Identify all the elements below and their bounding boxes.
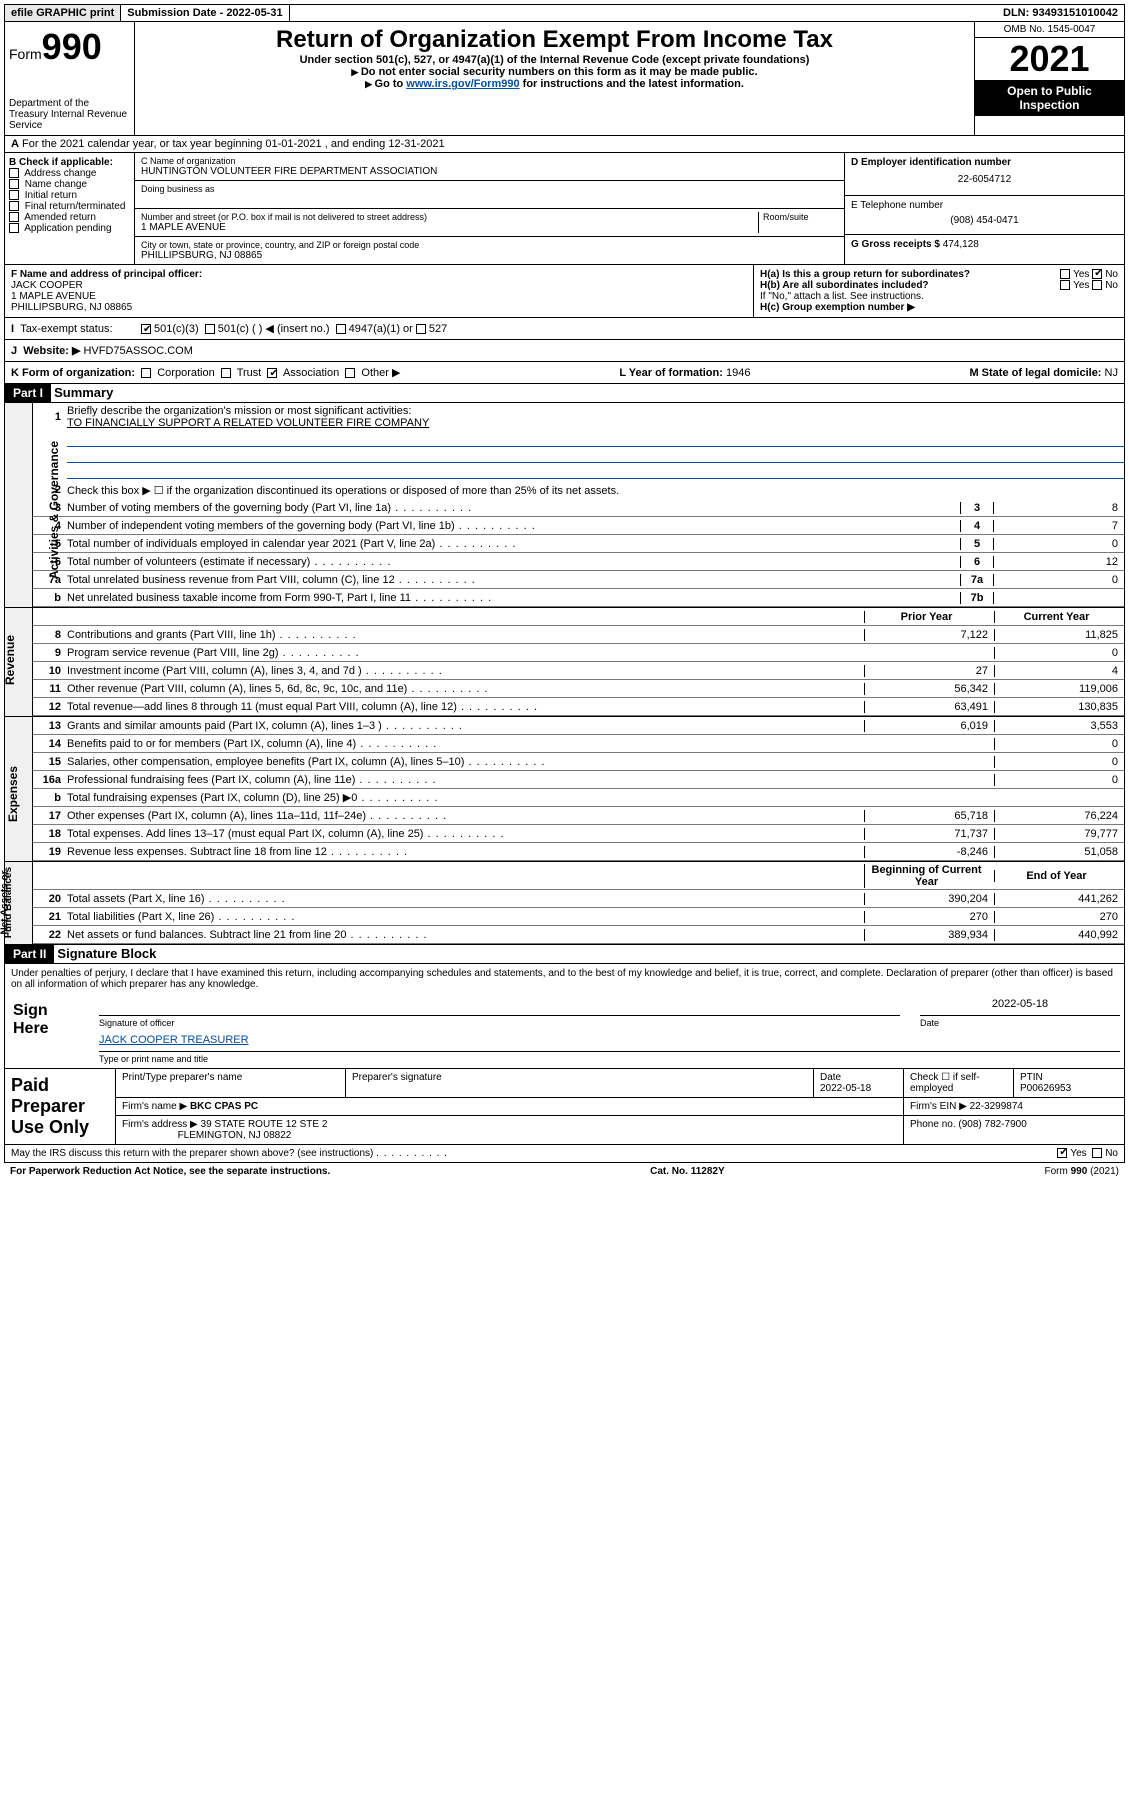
website-link[interactable]: HVFD75ASSOC.COM xyxy=(83,345,192,357)
street-address: 1 MAPLE AVENUE xyxy=(141,222,758,233)
box-de: D Employer identification number 22-6054… xyxy=(844,153,1124,264)
line-22: 22Net assets or fund balances. Subtract … xyxy=(33,926,1124,944)
row-fh: F Name and address of principal officer:… xyxy=(4,265,1125,318)
discuss-row: May the IRS discuss this return with the… xyxy=(4,1145,1125,1163)
line-10: 10Investment income (Part VIII, column (… xyxy=(33,662,1124,680)
subtitle-3: Go to www.irs.gov/Form990 for instructio… xyxy=(139,78,970,90)
line-9: 9Program service revenue (Part VIII, lin… xyxy=(33,644,1124,662)
checkbox-application-pending[interactable]: Application pending xyxy=(9,223,130,234)
officer-name: JACK COOPER xyxy=(11,280,83,291)
submission-date: Submission Date - 2022-05-31 xyxy=(121,5,289,21)
dept-label: Department of the Treasury Internal Reve… xyxy=(9,98,130,131)
line-b: bNet unrelated business taxable income f… xyxy=(33,589,1124,607)
paid-preparer: Paid Preparer Use Only Print/Type prepar… xyxy=(4,1069,1125,1145)
line-21: 21Total liabilities (Part X, line 26)270… xyxy=(33,908,1124,926)
line-4: 4Number of independent voting members of… xyxy=(33,517,1124,535)
line-11: 11Other revenue (Part VIII, column (A), … xyxy=(33,680,1124,698)
tax-year: 2021 xyxy=(975,38,1124,80)
tab-activities-governance: Activities & Governance xyxy=(5,403,33,607)
sign-here-label: Sign Here xyxy=(5,994,95,1068)
ein: 22-6054712 xyxy=(851,168,1118,191)
part-2: Part II Signature Block Under penalties … xyxy=(4,945,1125,1180)
line-b: bTotal fundraising expenses (Part IX, co… xyxy=(33,789,1124,807)
line-12: 12Total revenue—add lines 8 through 11 (… xyxy=(33,698,1124,716)
tab-expenses: Expenses xyxy=(5,717,33,861)
line-5: 5Total number of individuals employed in… xyxy=(33,535,1124,553)
line-15: 15Salaries, other compensation, employee… xyxy=(33,753,1124,771)
section-bcd: B Check if applicable: Address change Na… xyxy=(4,153,1125,265)
tab-revenue: Revenue xyxy=(5,608,33,716)
form-title: Return of Organization Exempt From Incom… xyxy=(139,26,970,54)
line-17: 17Other expenses (Part IX, column (A), l… xyxy=(33,807,1124,825)
line-19: 19Revenue less expenses. Subtract line 1… xyxy=(33,843,1124,861)
row-i: I Tax-exempt status: 501(c)(3) 501(c) ( … xyxy=(4,318,1125,340)
footer: For Paperwork Reduction Act Notice, see … xyxy=(4,1163,1125,1180)
line-20: 20Total assets (Part X, line 16)390,2044… xyxy=(33,890,1124,908)
open-public: Open to Public Inspection xyxy=(975,80,1124,116)
line-14: 14Benefits paid to or for members (Part … xyxy=(33,735,1124,753)
checkbox-amended-return[interactable]: Amended return xyxy=(9,212,130,223)
org-name: HUNTINGTON VOLUNTEER FIRE DEPARTMENT ASS… xyxy=(141,166,838,177)
city-address: PHILLIPSBURG, NJ 08865 xyxy=(141,250,838,261)
line-3: 3Number of voting members of the governi… xyxy=(33,499,1124,517)
efile-button[interactable]: efile GRAPHIC print xyxy=(5,5,121,21)
tab-net-assets: Net Assets orFund Balances xyxy=(5,862,33,944)
checkbox-initial-return[interactable]: Initial return xyxy=(9,190,130,201)
checkbox-name-change[interactable]: Name change xyxy=(9,179,130,190)
gross-receipts: 474,128 xyxy=(943,239,979,250)
omb-number: OMB No. 1545-0047 xyxy=(975,22,1124,38)
dln: DLN: 93493151010042 xyxy=(997,5,1124,21)
box-c: C Name of organization HUNTINGTON VOLUNT… xyxy=(135,153,844,264)
part-1: Part I Summary Activities & Governance 1… xyxy=(4,384,1125,945)
line-18: 18Total expenses. Add lines 13–17 (must … xyxy=(33,825,1124,843)
perjury-declaration: Under penalties of perjury, I declare th… xyxy=(5,964,1124,994)
line-8: 8Contributions and grants (Part VIII, li… xyxy=(33,626,1124,644)
form990-link[interactable]: www.irs.gov/Form990 xyxy=(406,78,519,90)
line-6: 6Total number of volunteers (estimate if… xyxy=(33,553,1124,571)
subtitle-1: Under section 501(c), 527, or 4947(a)(1)… xyxy=(139,54,970,66)
row-k: K Form of organization: Corporation Trus… xyxy=(4,362,1125,384)
box-b: B Check if applicable: Address change Na… xyxy=(5,153,135,264)
form-header: Form990 Department of the Treasury Inter… xyxy=(4,22,1125,136)
subtitle-2: Do not enter social security numbers on … xyxy=(139,66,970,78)
row-a: A For the 2021 calendar year, or tax yea… xyxy=(4,136,1125,153)
phone: (908) 454-0471 xyxy=(851,211,1118,230)
line-7a: 7aTotal unrelated business revenue from … xyxy=(33,571,1124,589)
officer-signature[interactable]: JACK COOPER TREASURER xyxy=(99,1034,249,1046)
form-number: Form990 xyxy=(9,26,130,68)
top-bar: efile GRAPHIC print Submission Date - 20… xyxy=(4,4,1125,22)
checkbox-address-change[interactable]: Address change xyxy=(9,168,130,179)
line-16a: 16aProfessional fundraising fees (Part I… xyxy=(33,771,1124,789)
row-j: J Website: ▶ HVFD75ASSOC.COM xyxy=(4,340,1125,362)
checkbox-final-return-terminated[interactable]: Final return/terminated xyxy=(9,201,130,212)
line-13: 13Grants and similar amounts paid (Part … xyxy=(33,717,1124,735)
